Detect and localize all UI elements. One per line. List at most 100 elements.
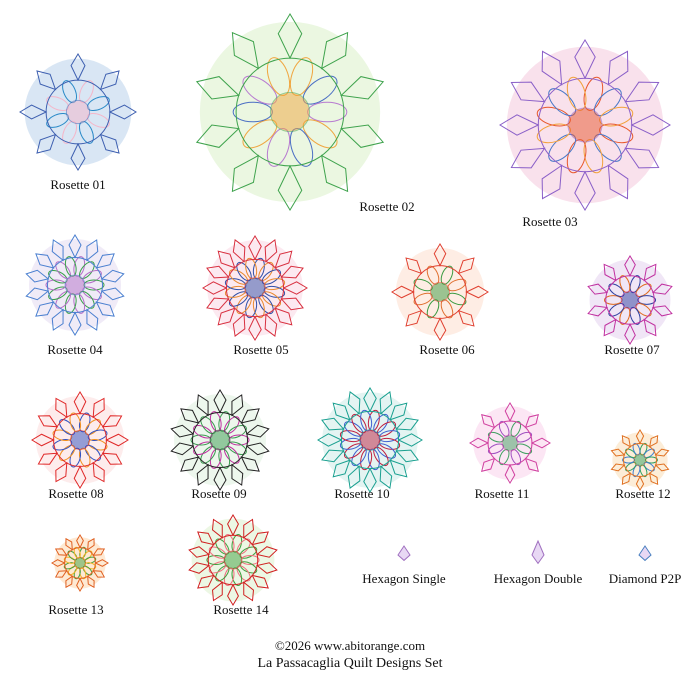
rosette-point <box>217 250 236 269</box>
rosette-center <box>429 281 451 303</box>
rosette-ring <box>45 79 111 145</box>
rosette-design <box>51 534 109 592</box>
rosette-point <box>630 114 671 136</box>
rosette-point <box>256 546 278 558</box>
design-label: Rosette 02 <box>359 199 414 214</box>
rosette-point <box>395 417 419 431</box>
rosette-point <box>54 570 68 578</box>
rosette-point <box>170 424 195 438</box>
rosette-point <box>100 269 125 283</box>
rosette-point <box>188 546 210 558</box>
rosette-point <box>76 534 84 549</box>
rosette-point <box>70 142 86 171</box>
rosette-point <box>54 548 68 556</box>
rosette-ring <box>537 77 633 173</box>
rosette-point <box>206 265 230 279</box>
rosette-design <box>587 255 673 345</box>
rosette-point <box>251 574 269 589</box>
rosette-point <box>19 104 48 120</box>
rosette-point <box>73 391 87 415</box>
rosette-point <box>248 315 262 341</box>
rosette-point <box>635 475 645 491</box>
rosette-point <box>213 466 227 491</box>
rosette-design <box>317 387 423 493</box>
rosette-point <box>347 465 361 489</box>
rosette-point <box>197 531 215 546</box>
rosette-design <box>610 429 670 491</box>
rosette-point <box>264 313 278 337</box>
icon-shape <box>531 539 545 565</box>
set-title: La Passacaglia Quilt Designs Set <box>257 656 442 671</box>
rosette-point <box>363 467 377 493</box>
rosette-point <box>195 76 240 100</box>
rosette-point <box>231 463 244 486</box>
design-label: Rosette 08 <box>48 486 103 501</box>
rosette-point <box>108 104 137 120</box>
rosette-center <box>65 99 91 125</box>
design-label: Rosette 12 <box>615 486 670 501</box>
rosette-point <box>196 463 209 486</box>
rosette-point <box>624 81 660 103</box>
rosette-point <box>469 437 490 449</box>
rosette-point <box>510 147 546 169</box>
rosette-ring <box>225 258 285 318</box>
rosette-point <box>99 70 120 91</box>
rosette-point <box>280 297 304 311</box>
rosette-center <box>359 429 381 451</box>
rosette-point <box>621 434 631 448</box>
rosette-point <box>317 433 343 447</box>
rosette-point <box>99 133 120 154</box>
rosette-point <box>51 308 64 331</box>
rosette-point <box>321 31 349 70</box>
rosette-point <box>524 414 539 429</box>
rosette-point <box>92 397 105 419</box>
rosette-point <box>256 562 278 574</box>
rosette-point <box>340 124 385 148</box>
rosette-point <box>465 285 489 299</box>
rosette-point <box>433 317 447 341</box>
rosette-design <box>31 391 129 489</box>
rosette-ring <box>64 547 96 579</box>
rosette-point <box>379 391 393 415</box>
rosette-point <box>603 263 617 282</box>
rosette-point <box>510 81 546 103</box>
rosette-point <box>70 53 86 82</box>
rosette-point <box>227 514 239 537</box>
design-label: Rosette 07 <box>604 342 660 357</box>
rosette-point <box>610 448 626 457</box>
rosette-point <box>180 456 200 472</box>
rosette-point <box>36 70 57 91</box>
design-label: Rosette 11 <box>475 486 530 501</box>
rosette-point <box>607 164 629 200</box>
rosette-point <box>31 433 55 447</box>
rosette-design <box>202 235 308 341</box>
rosette-ring <box>235 57 345 167</box>
rosette-point <box>211 518 223 539</box>
rosette-point <box>379 465 393 489</box>
rosette-point <box>101 452 123 465</box>
rosette-point <box>206 297 230 311</box>
rosette-center <box>209 429 231 451</box>
rosette-design <box>170 389 270 491</box>
rosette-ring <box>192 412 248 468</box>
rosette-point <box>347 391 361 415</box>
rosette-point <box>105 433 129 447</box>
rosette-point <box>541 50 563 86</box>
rosette-point <box>624 255 636 277</box>
rosette-design <box>195 13 385 211</box>
rosette-center <box>73 556 87 570</box>
rosette-point <box>76 577 84 592</box>
rosette-point <box>651 283 673 295</box>
rosette-ring <box>605 275 655 325</box>
rosette-point <box>51 559 66 567</box>
rosette-ring <box>487 420 533 466</box>
rosette-point <box>574 39 596 80</box>
rosette-point <box>587 305 609 317</box>
rosette-point <box>332 459 351 478</box>
rosette-point <box>202 281 228 295</box>
design-label: Rosette 06 <box>419 342 475 357</box>
rosette-point <box>274 307 293 326</box>
design-label: Rosette 03 <box>522 214 577 229</box>
rosette-point <box>504 402 516 423</box>
rosette-point <box>35 301 55 317</box>
